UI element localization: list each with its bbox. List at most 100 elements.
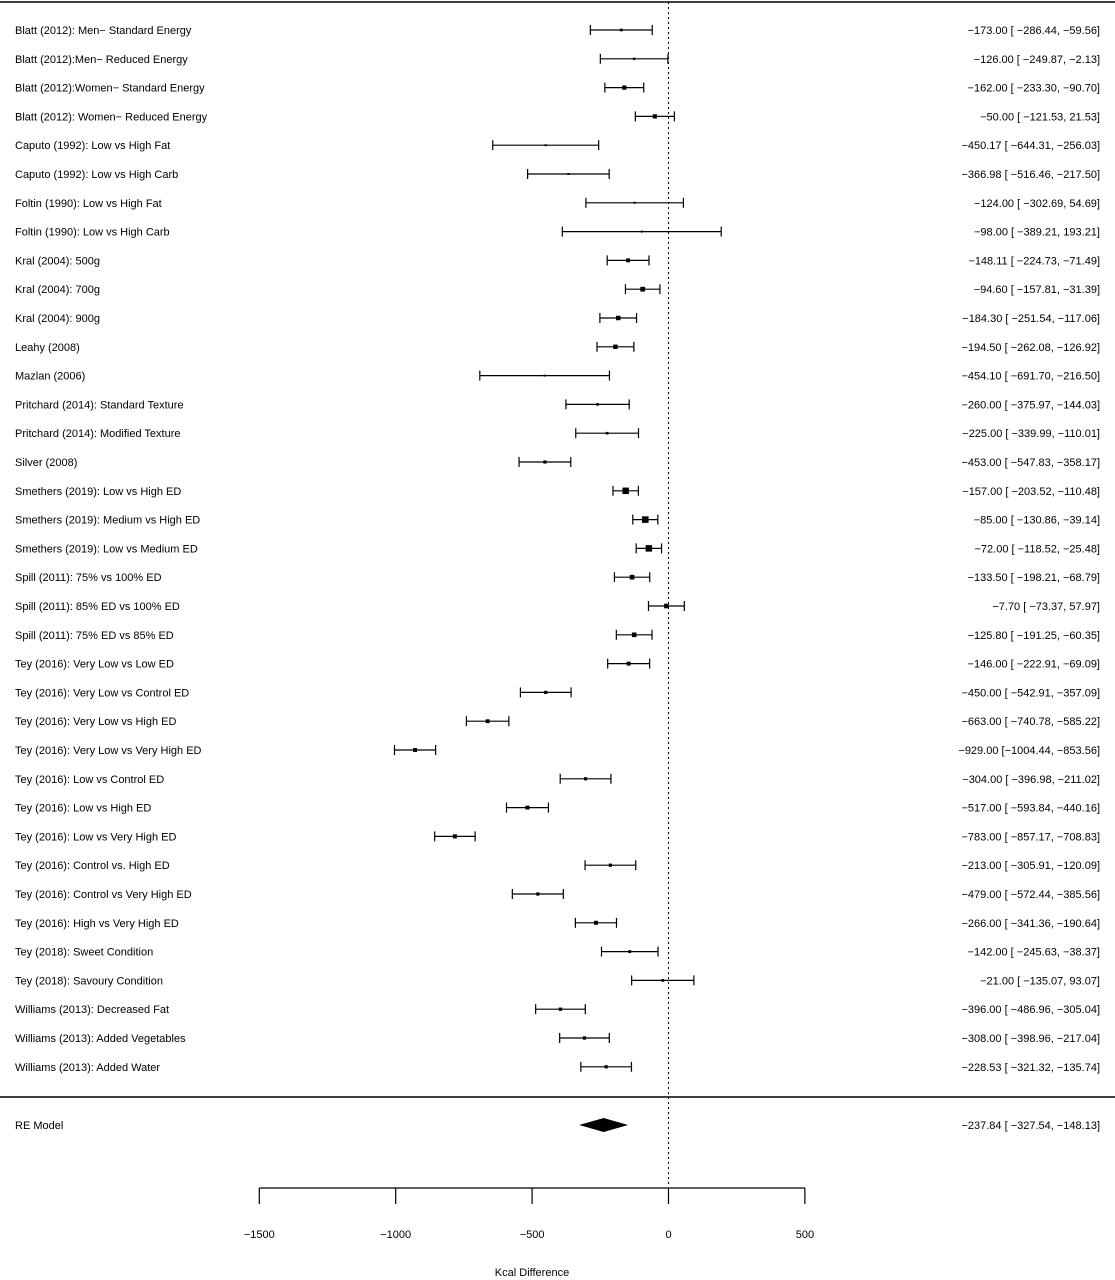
study-label: Williams (2013): Added Vegetables [15,1033,186,1045]
study-label: Kral (2004): 500g [15,255,100,267]
study-label: Tey (2016): Very Low vs Control ED [15,687,189,699]
point-estimate-marker [640,230,643,233]
effect-ci-text: −450.00 [ −542.91, −357.09] [961,687,1100,699]
study-label: Blatt (2012):Men− Reduced Energy [15,54,188,66]
point-estimate-marker [485,719,490,724]
study-row: Spill (2011): 85% ED vs 100% ED −7.70 [ −… [15,601,1100,613]
effect-ci-text: −266.00 [ −341.36, −190.64] [961,918,1100,930]
study-row: Kral (2004): 900g −184.30 [ −251.54, −117… [15,313,1100,325]
effect-ci-text: −517.00 [ −593.84, −440.16] [961,803,1100,815]
study-row: Pritchard (2014): Modified Texture −225.0… [15,428,1100,440]
study-label: Williams (2013): Added Water [15,1062,160,1074]
study-label: Spill (2011): 75% vs 100% ED [15,572,162,584]
x-axis-label: Kcal Difference [495,1267,569,1279]
point-estimate-marker [608,863,613,867]
effect-ci-text: −479.00 [ −572.44, −385.56] [961,889,1100,901]
effect-ci-text: −453.00 [ −547.83, −358.17] [961,457,1100,469]
effect-ci-text: −125.80 [ −191.25, −60.35] [968,630,1100,642]
study-label: Blatt (2012):Women− Standard Energy [15,83,205,95]
study-row: Tey (2016): Control vs. High ED −213.00 [… [15,860,1100,872]
effect-ci-text: −98.00 [ −389.21, 193.21] [974,227,1100,239]
point-estimate-marker [626,258,631,263]
effect-ci-text: −396.00 [ −486.96, −305.04] [961,1004,1100,1016]
study-row: Tey (2016): Control vs Very High ED −479.… [15,889,1100,901]
study-row: Tey (2016): High vs Very High ED −266.00 … [15,917,1100,930]
x-tick-label: −1000 [380,1229,411,1241]
point-estimate-marker [619,28,623,32]
point-estimate-marker [622,85,627,90]
effect-ci-text: −50.00 [ −121.53, 21.53] [980,111,1100,123]
point-estimate-marker [645,545,653,552]
study-label: Blatt (2012): Men− Standard Energy [15,25,192,37]
effect-ci-text: −146.00 [ −222.91, −69.09] [968,659,1100,671]
effect-ci-text: −213.00 [ −305.91, −120.09] [961,860,1100,872]
point-estimate-marker [640,286,646,292]
study-label: Smethers (2019): Medium vs High ED [15,515,200,527]
study-row: Tey (2016): Very Low vs Low ED −146.00 [ … [15,658,1100,671]
study-row: Williams (2013): Added Water −228.53 [ −3… [15,1061,1100,1074]
effect-ci-text: −663.00 [ −740.78, −585.22] [961,716,1100,728]
point-estimate-marker [642,516,649,523]
effect-ci-text: −124.00 [ −302.69, 54.69] [974,198,1100,210]
study-label: Foltin (1990): Low vs High Carb [15,227,170,239]
study-row: Tey (2016): Very Low vs Control ED −450.0… [15,687,1100,699]
study-label: Tey (2016): Low vs High ED [15,803,151,815]
study-label: Tey (2016): Low vs Control ED [15,774,164,786]
study-row: Silver (2008) −453.00 [ −547.83, −358.17] [15,457,1100,469]
study-row: Caputo (1992): Low vs High Fat −450.17 [ … [15,140,1100,152]
effect-ci-text: −454.10 [ −691.70, −216.50] [961,371,1100,383]
study-row: Blatt (2012): Men− Standard Energy −173.0… [15,25,1100,37]
effect-ci-text: −173.00 [ −286.44, −59.56] [968,25,1100,37]
point-estimate-marker [605,431,609,435]
study-row: Tey (2018): Savoury Condition −21.00 [ −1… [15,975,1100,987]
effect-ci-text: −72.00 [ −118.52, −25.48] [975,543,1101,555]
effect-ci-text: −304.00 [ −396.98, −211.02] [962,774,1100,786]
effect-ci-text: −308.00 [ −398.96, −217.04] [961,1033,1100,1045]
study-row: Tey (2018): Sweet Condition −142.00 [ −24… [15,946,1100,959]
study-label: Kral (2004): 900g [15,313,100,325]
study-row: Blatt (2012): Women− Reduced Energy −50.0… [15,111,1100,123]
point-estimate-marker [525,805,530,810]
point-estimate-marker [664,603,669,609]
point-estimate-marker [632,57,636,61]
study-label: Tey (2018): Savoury Condition [15,975,163,987]
study-rows: Blatt (2012): Men− Standard Energy −173.0… [15,25,1100,1074]
effect-ci-text: −157.00 [ −203.52, −110.48] [962,486,1100,498]
study-label: Tey (2016): Low vs Very High ED [15,831,176,843]
effect-ci-text: −148.11 [ −224.73, −71.49] [968,255,1100,267]
study-label: Blatt (2012): Women− Reduced Energy [15,111,208,123]
study-row: Kral (2004): 700g −94.60 [ −157.81, −31.3… [15,284,1100,296]
study-label: Smethers (2019): Low vs Medium ED [15,543,198,555]
study-row: Tey (2016): Very Low vs Very High ED −929… [15,745,1100,757]
study-label: Tey (2016): Control vs. High ED [15,860,170,872]
point-estimate-marker [596,403,599,406]
summary-ci-text: −237.84 [ −327.54, −148.13] [961,1120,1100,1132]
study-row: Kral (2004): 500g −148.11 [ −224.73, −71.… [15,255,1100,267]
study-row: Blatt (2012):Women− Standard Energy −162.… [15,82,1100,95]
effect-ci-text: −184.30 [ −251.54, −117.06] [962,313,1100,325]
effect-ci-text: −85.00 [ −130.86, −39.14] [974,515,1100,527]
study-row: Foltin (1990): Low vs High Fat −124.00 [ … [15,197,1100,210]
study-row: Caputo (1992): Low vs High Carb −366.98 [… [15,169,1100,181]
study-label: Smethers (2019): Low vs High ED [15,486,181,498]
point-estimate-marker [626,661,631,666]
effect-ci-text: −21.00 [ −135.07, 93.07] [980,975,1100,987]
point-estimate-marker [536,892,540,896]
point-estimate-marker [558,1007,563,1011]
effect-ci-text: −366.98 [ −516.46, −217.50] [961,169,1100,181]
point-estimate-marker [613,344,618,350]
point-estimate-marker [615,315,621,321]
study-label: Tey (2018): Sweet Condition [15,947,153,959]
point-estimate-marker [652,114,657,119]
effect-ci-text: −94.60 [ −157.81, −31.39] [974,284,1100,296]
study-label: Spill (2011): 75% ED vs 85% ED [15,630,174,642]
study-label: Caputo (1992): Low vs High Fat [15,140,170,152]
point-estimate-marker [583,777,588,781]
study-row: Williams (2013): Added Vegetables −308.00… [15,1033,1100,1045]
effect-ci-text: −126.00 [ −249.87, −2.13] [974,54,1100,66]
point-estimate-marker [582,1036,587,1040]
study-row: Foltin (1990): Low vs High Carb −98.00 [ … [15,226,1100,239]
study-row: Tey (2016): Low vs High ED −517.00 [ −593… [15,802,1100,815]
study-row: Tey (2016): Low vs Control ED −304.00 [ −… [15,773,1100,786]
study-label: Kral (2004): 700g [15,284,100,296]
